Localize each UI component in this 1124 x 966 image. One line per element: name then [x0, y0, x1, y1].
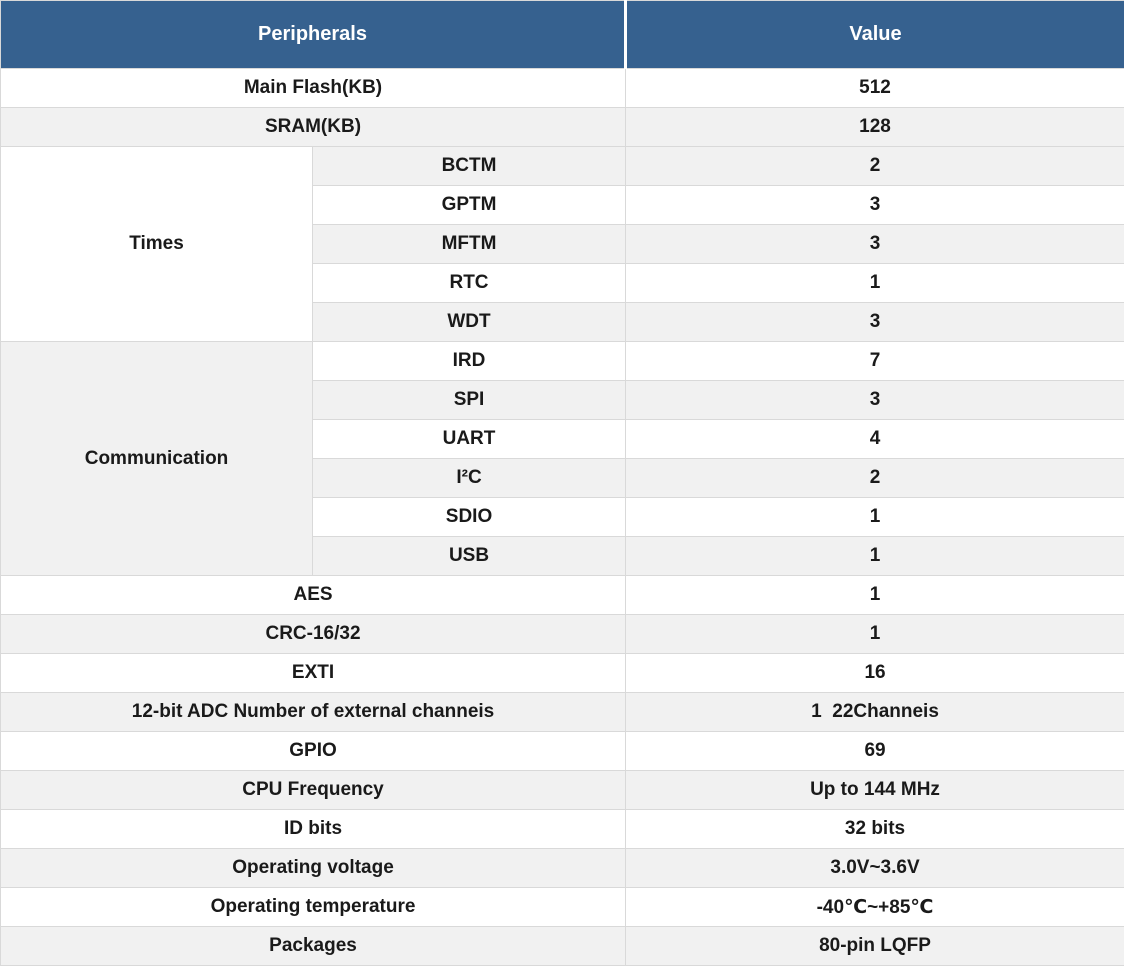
peripheral-name-cell: SRAM(KB) [1, 108, 626, 147]
table-header: Peripherals Value [1, 1, 1124, 69]
peripheral-sub-cell: MFTM [313, 225, 626, 264]
value-cell: 2 [626, 147, 1124, 186]
value-cell: 128 [626, 108, 1124, 147]
peripheral-sub-cell: UART [313, 420, 626, 459]
value-cell: 3.0V~3.6V [626, 849, 1124, 888]
value-cell: 1 [626, 537, 1124, 576]
value-cell: 512 [626, 69, 1124, 108]
peripheral-name-cell: Operating temperature [1, 888, 626, 927]
peripheral-name-cell: Packages [1, 927, 626, 966]
value-cell: 7 [626, 342, 1124, 381]
header-row: Peripherals Value [1, 1, 1124, 69]
peripheral-name-cell: CPU Frequency [1, 771, 626, 810]
table-row: SRAM(KB)128 [1, 108, 1124, 147]
peripheral-name-cell: 12-bit ADC Number of external channeis [1, 693, 626, 732]
value-cell: 32 bits [626, 810, 1124, 849]
value-cell: 16 [626, 654, 1124, 693]
value-cell: 1 [626, 264, 1124, 303]
table-row: Operating temperature-40℃~+85℃ [1, 888, 1124, 927]
peripheral-sub-cell: SDIO [313, 498, 626, 537]
peripheral-sub-cell: I²C [313, 459, 626, 498]
value-cell: 1 [626, 498, 1124, 537]
value-cell: 80-pin LQFP [626, 927, 1124, 966]
table-row: Main Flash(KB)512 [1, 69, 1124, 108]
value-cell: 1 [626, 576, 1124, 615]
peripheral-group-cell: Communication [1, 342, 313, 576]
peripheral-group-cell: Times [1, 147, 313, 342]
peripherals-header-cell: Peripherals [1, 1, 626, 69]
value-cell: 4 [626, 420, 1124, 459]
peripheral-sub-cell: IRD [313, 342, 626, 381]
peripheral-name-cell: ID bits [1, 810, 626, 849]
value-cell: 1 22Channeis [626, 693, 1124, 732]
value-cell: 3 [626, 381, 1124, 420]
peripheral-sub-cell: WDT [313, 303, 626, 342]
value-cell: 3 [626, 303, 1124, 342]
peripheral-sub-cell: RTC [313, 264, 626, 303]
value-cell: -40℃~+85℃ [626, 888, 1124, 927]
peripheral-name-cell: AES [1, 576, 626, 615]
value-cell: Up to 144 MHz [626, 771, 1124, 810]
peripheral-sub-cell: USB [313, 537, 626, 576]
peripheral-name-cell: Main Flash(KB) [1, 69, 626, 108]
value-cell: 3 [626, 186, 1124, 225]
value-cell: 69 [626, 732, 1124, 771]
peripheral-name-cell: GPIO [1, 732, 626, 771]
peripheral-sub-cell: SPI [313, 381, 626, 420]
value-cell: 1 [626, 615, 1124, 654]
value-cell: 3 [626, 225, 1124, 264]
peripheral-sub-cell: BCTM [313, 147, 626, 186]
peripheral-sub-cell: GPTM [313, 186, 626, 225]
value-header-cell: Value [626, 1, 1124, 69]
peripheral-name-cell: Operating voltage [1, 849, 626, 888]
value-cell: 2 [626, 459, 1124, 498]
peripheral-name-cell: CRC-16/32 [1, 615, 626, 654]
peripheral-name-cell: EXTI [1, 654, 626, 693]
